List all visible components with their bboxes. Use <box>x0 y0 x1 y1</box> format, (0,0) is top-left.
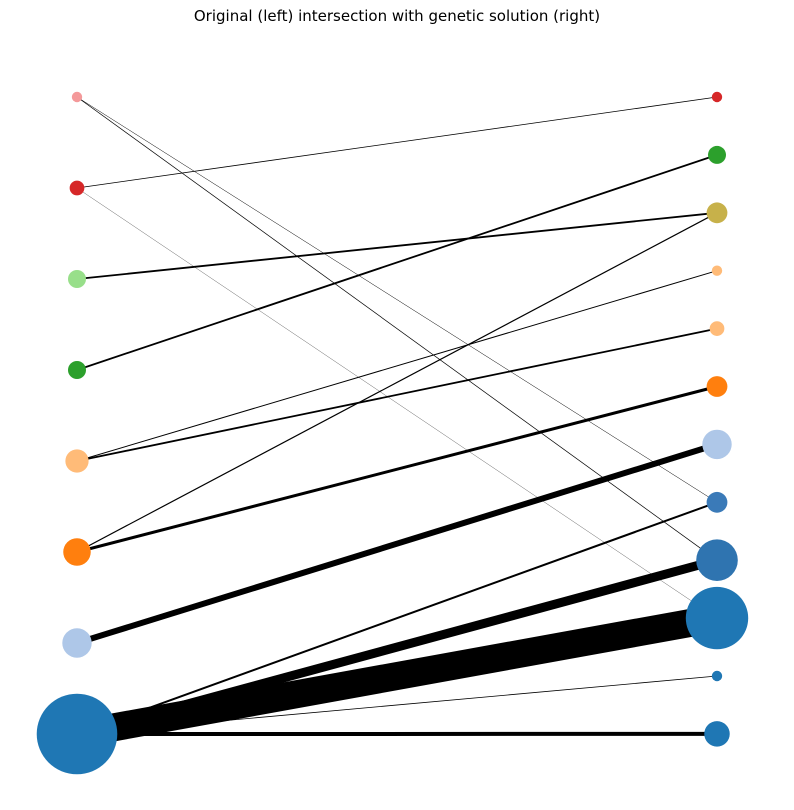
left-node-L3 <box>67 360 87 380</box>
right-node-R9 <box>685 586 749 650</box>
right-node-R1 <box>707 145 727 164</box>
right-node-R0 <box>711 91 723 103</box>
left-node-L5 <box>63 538 91 566</box>
edge-L4-R4 <box>76 327 718 462</box>
edge-L7-R9 <box>74 604 720 748</box>
left-node-L2 <box>67 269 87 289</box>
right-node-R7 <box>706 491 728 513</box>
edge-L1-R0 <box>76 96 718 189</box>
left-node-L1 <box>69 180 85 196</box>
edge-L1-R9 <box>76 187 718 619</box>
right-node-R2 <box>706 202 728 224</box>
chart-title: Original (left) intersection with geneti… <box>193 7 601 25</box>
left-node-L0 <box>71 91 83 103</box>
edge-layer <box>74 96 720 748</box>
left-node-L4 <box>65 449 89 473</box>
edge-L6-R6 <box>76 441 718 646</box>
left-node-L7 <box>36 693 118 775</box>
edge-L7-R10 <box>76 675 718 735</box>
left-node-L6 <box>62 628 92 658</box>
edge-L5-R2 <box>76 212 718 553</box>
edge-L5-R5 <box>76 385 718 554</box>
node-layer <box>36 91 749 775</box>
edge-L2-R2 <box>76 211 718 280</box>
edge-L7-R7 <box>76 501 718 735</box>
right-node-R8 <box>696 539 738 581</box>
right-node-R6 <box>702 429 732 460</box>
right-node-R4 <box>709 321 725 336</box>
edge-L0-R8 <box>76 96 718 561</box>
right-node-R10 <box>711 670 723 682</box>
edge-L3-R1 <box>76 154 718 371</box>
edge-L0-R7 <box>76 96 718 503</box>
edge-L4-R3 <box>76 270 718 462</box>
right-node-R3 <box>711 265 723 276</box>
right-node-R11 <box>704 721 730 747</box>
right-node-R5 <box>706 376 728 397</box>
